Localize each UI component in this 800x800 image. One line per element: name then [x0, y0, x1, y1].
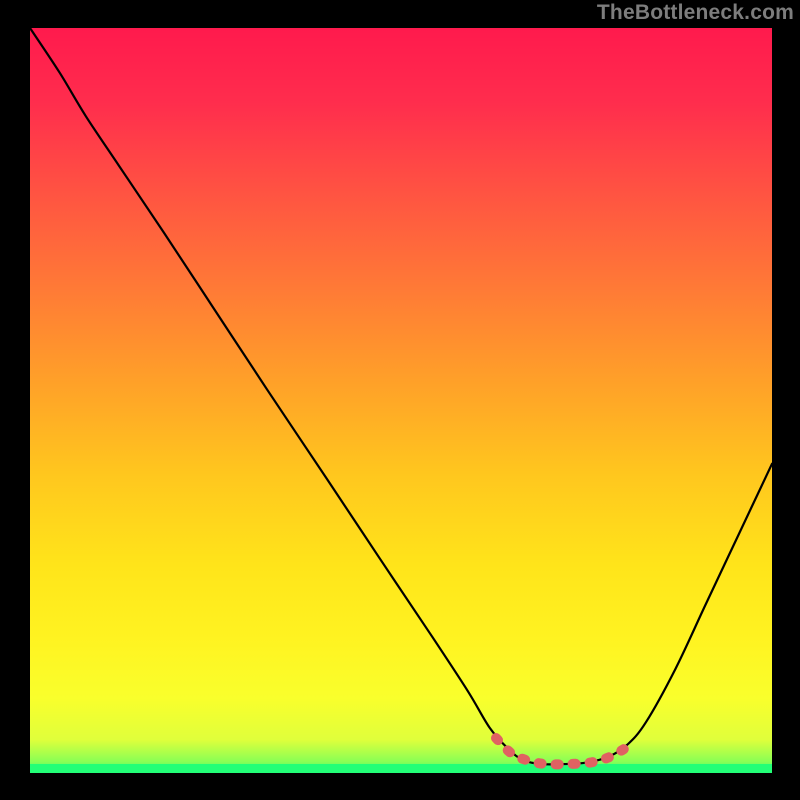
plot-area [30, 28, 772, 773]
watermark-text: TheBottleneck.com [597, 1, 794, 25]
chart-stage: TheBottleneck.com [0, 0, 800, 800]
